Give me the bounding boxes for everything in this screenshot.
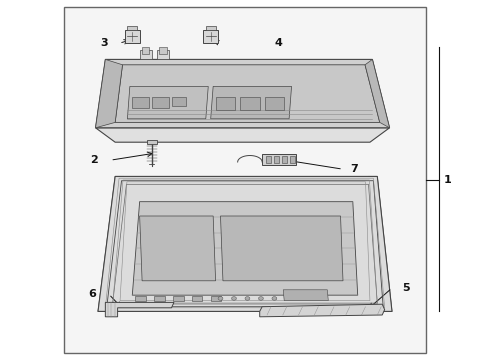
Polygon shape <box>132 97 149 108</box>
Polygon shape <box>266 156 271 163</box>
Polygon shape <box>140 50 152 59</box>
Polygon shape <box>154 296 165 301</box>
Circle shape <box>272 297 277 300</box>
Polygon shape <box>260 304 385 317</box>
Circle shape <box>245 297 250 300</box>
Polygon shape <box>98 176 124 311</box>
Circle shape <box>218 297 223 300</box>
Polygon shape <box>96 128 390 142</box>
Polygon shape <box>262 154 296 165</box>
Polygon shape <box>206 26 216 30</box>
Circle shape <box>232 297 237 300</box>
Polygon shape <box>147 140 157 144</box>
Polygon shape <box>211 86 292 119</box>
Text: 3: 3 <box>100 38 108 48</box>
Text: 4: 4 <box>274 38 282 48</box>
Polygon shape <box>173 296 184 301</box>
Polygon shape <box>274 156 279 163</box>
Polygon shape <box>265 97 284 110</box>
Text: 2: 2 <box>90 155 98 165</box>
Polygon shape <box>192 296 202 301</box>
Polygon shape <box>98 306 392 311</box>
Polygon shape <box>152 97 169 108</box>
Polygon shape <box>240 97 260 110</box>
Polygon shape <box>365 59 390 128</box>
Polygon shape <box>140 216 216 281</box>
Polygon shape <box>125 30 140 43</box>
Polygon shape <box>172 97 186 106</box>
Circle shape <box>259 297 264 300</box>
Polygon shape <box>203 30 218 43</box>
Polygon shape <box>132 202 358 295</box>
Polygon shape <box>135 296 146 301</box>
Polygon shape <box>105 302 174 317</box>
Polygon shape <box>216 97 235 110</box>
Polygon shape <box>98 176 392 311</box>
Text: 7: 7 <box>350 164 358 174</box>
Polygon shape <box>96 59 122 128</box>
Text: 5: 5 <box>402 283 410 293</box>
Polygon shape <box>157 50 169 59</box>
Polygon shape <box>290 156 295 163</box>
Polygon shape <box>115 65 380 122</box>
Polygon shape <box>282 156 287 163</box>
Bar <box>64 7 426 353</box>
Polygon shape <box>283 290 328 301</box>
Polygon shape <box>220 216 343 281</box>
Text: 1: 1 <box>443 175 451 185</box>
Polygon shape <box>211 296 221 301</box>
Polygon shape <box>142 47 149 54</box>
Text: 6: 6 <box>89 289 97 299</box>
Polygon shape <box>96 59 390 128</box>
Polygon shape <box>368 176 392 311</box>
Polygon shape <box>159 47 167 54</box>
Polygon shape <box>127 86 208 119</box>
Polygon shape <box>127 26 137 30</box>
